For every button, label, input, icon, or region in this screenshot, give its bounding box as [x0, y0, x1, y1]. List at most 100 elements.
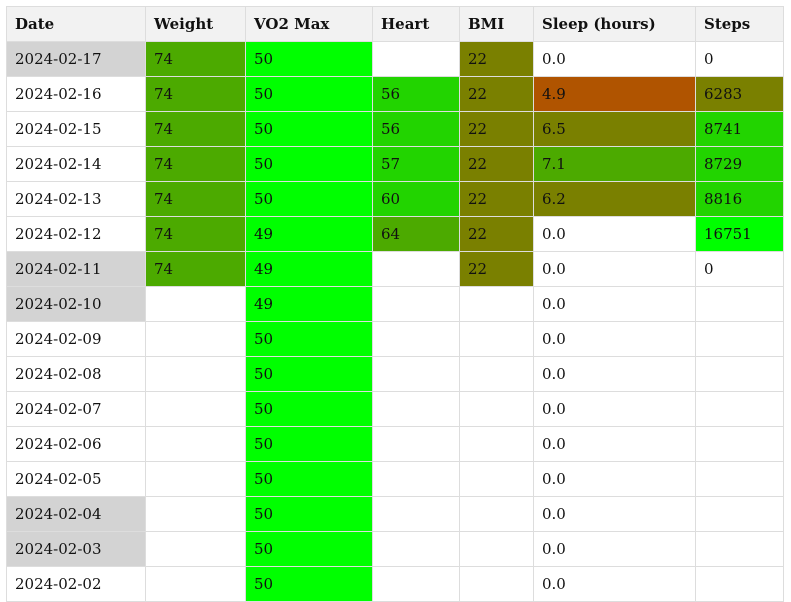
- cell-sleep-hours: 7.1: [533, 146, 696, 182]
- table-row: 2024-02-16 74 50 56 22 4.9 6283: [6, 76, 784, 112]
- cell-bmi: 22: [459, 146, 534, 182]
- header-heart[interactable]: Heart: [372, 6, 460, 42]
- cell-date: 2024-02-05: [6, 461, 146, 497]
- cell-sleep-hours: 0.0: [533, 391, 696, 427]
- cell-sleep-hours: 0.0: [533, 251, 696, 287]
- cell-heart: [372, 356, 460, 392]
- cell-vo2-max: 50: [245, 461, 373, 497]
- cell-vo2-max: 50: [245, 566, 373, 602]
- cell-vo2-max: 50: [245, 496, 373, 532]
- cell-heart: [372, 531, 460, 567]
- header-date[interactable]: Date: [6, 6, 146, 42]
- cell-date: 2024-02-12: [6, 216, 146, 252]
- header-steps[interactable]: Steps: [695, 6, 784, 42]
- cell-weight: 74: [145, 216, 246, 252]
- cell-bmi: [459, 356, 534, 392]
- cell-steps: [695, 461, 784, 497]
- table-row: 2024-02-08 50 0.0: [6, 356, 784, 392]
- cell-vo2-max: 50: [245, 356, 373, 392]
- table-row: 2024-02-10 49 0.0: [6, 286, 784, 322]
- cell-weight: [145, 531, 246, 567]
- cell-bmi: 22: [459, 111, 534, 147]
- cell-weight: [145, 426, 246, 462]
- cell-vo2-max: 50: [245, 76, 373, 112]
- table-row: 2024-02-04 50 0.0: [6, 496, 784, 532]
- cell-heart: 60: [372, 181, 460, 217]
- cell-bmi: [459, 321, 534, 357]
- cell-weight: 74: [145, 146, 246, 182]
- cell-sleep-hours: 0.0: [533, 531, 696, 567]
- cell-weight: 74: [145, 181, 246, 217]
- cell-sleep-hours: 0.0: [533, 216, 696, 252]
- cell-heart: [372, 426, 460, 462]
- header-weight[interactable]: Weight: [145, 6, 246, 42]
- cell-steps: 0: [695, 41, 784, 77]
- cell-vo2-max: 49: [245, 251, 373, 287]
- cell-vo2-max: 49: [245, 216, 373, 252]
- table-row: 2024-02-03 50 0.0: [6, 531, 784, 567]
- cell-vo2-max: 50: [245, 426, 373, 462]
- cell-vo2-max: 49: [245, 286, 373, 322]
- health-metrics-table-container: Date Weight VO2 Max Heart BMI Sleep (hou…: [6, 6, 784, 602]
- cell-weight: [145, 391, 246, 427]
- cell-bmi: 22: [459, 251, 534, 287]
- cell-sleep-hours: 6.5: [533, 111, 696, 147]
- cell-heart: 57: [372, 146, 460, 182]
- cell-date: 2024-02-10: [6, 286, 146, 322]
- cell-steps: [695, 426, 784, 462]
- table-row: 2024-02-06 50 0.0: [6, 426, 784, 462]
- cell-steps: [695, 321, 784, 357]
- cell-date: 2024-02-17: [6, 41, 146, 77]
- cell-bmi: 22: [459, 216, 534, 252]
- cell-weight: [145, 321, 246, 357]
- cell-bmi: [459, 496, 534, 532]
- cell-vo2-max: 50: [245, 321, 373, 357]
- cell-sleep-hours: 0.0: [533, 321, 696, 357]
- cell-vo2-max: 50: [245, 41, 373, 77]
- cell-date: 2024-02-13: [6, 181, 146, 217]
- header-bmi[interactable]: BMI: [459, 6, 534, 42]
- cell-bmi: 22: [459, 76, 534, 112]
- cell-steps: [695, 356, 784, 392]
- cell-heart: [372, 496, 460, 532]
- table-header: Date Weight VO2 Max Heart BMI Sleep (hou…: [6, 6, 784, 42]
- cell-heart: [372, 41, 460, 77]
- cell-date: 2024-02-09: [6, 321, 146, 357]
- cell-bmi: 22: [459, 181, 534, 217]
- cell-bmi: [459, 461, 534, 497]
- cell-heart: 56: [372, 76, 460, 112]
- health-metrics-table: Date Weight VO2 Max Heart BMI Sleep (hou…: [6, 6, 784, 602]
- header-sleep-hours[interactable]: Sleep (hours): [533, 6, 696, 42]
- table-row: 2024-02-02 50 0.0: [6, 566, 784, 602]
- cell-steps: [695, 566, 784, 602]
- cell-sleep-hours: 0.0: [533, 496, 696, 532]
- cell-weight: 74: [145, 111, 246, 147]
- cell-vo2-max: 50: [245, 181, 373, 217]
- cell-weight: [145, 566, 246, 602]
- cell-heart: [372, 321, 460, 357]
- cell-steps: [695, 496, 784, 532]
- table-row: 2024-02-12 74 49 64 22 0.0 16751: [6, 216, 784, 252]
- cell-date: 2024-02-14: [6, 146, 146, 182]
- cell-vo2-max: 50: [245, 146, 373, 182]
- cell-steps: [695, 391, 784, 427]
- cell-steps: 6283: [695, 76, 784, 112]
- cell-weight: [145, 496, 246, 532]
- cell-bmi: [459, 426, 534, 462]
- cell-heart: [372, 286, 460, 322]
- cell-weight: [145, 461, 246, 497]
- cell-vo2-max: 50: [245, 391, 373, 427]
- cell-date: 2024-02-04: [6, 496, 146, 532]
- cell-bmi: [459, 391, 534, 427]
- header-vo2-max[interactable]: VO2 Max: [245, 6, 373, 42]
- cell-weight: [145, 286, 246, 322]
- cell-steps: [695, 531, 784, 567]
- cell-bmi: 22: [459, 41, 534, 77]
- cell-weight: 74: [145, 41, 246, 77]
- table-row: 2024-02-13 74 50 60 22 6.2 8816: [6, 181, 784, 217]
- cell-bmi: [459, 286, 534, 322]
- header-row: Date Weight VO2 Max Heart BMI Sleep (hou…: [6, 6, 784, 42]
- cell-date: 2024-02-08: [6, 356, 146, 392]
- cell-sleep-hours: 6.2: [533, 181, 696, 217]
- cell-vo2-max: 50: [245, 531, 373, 567]
